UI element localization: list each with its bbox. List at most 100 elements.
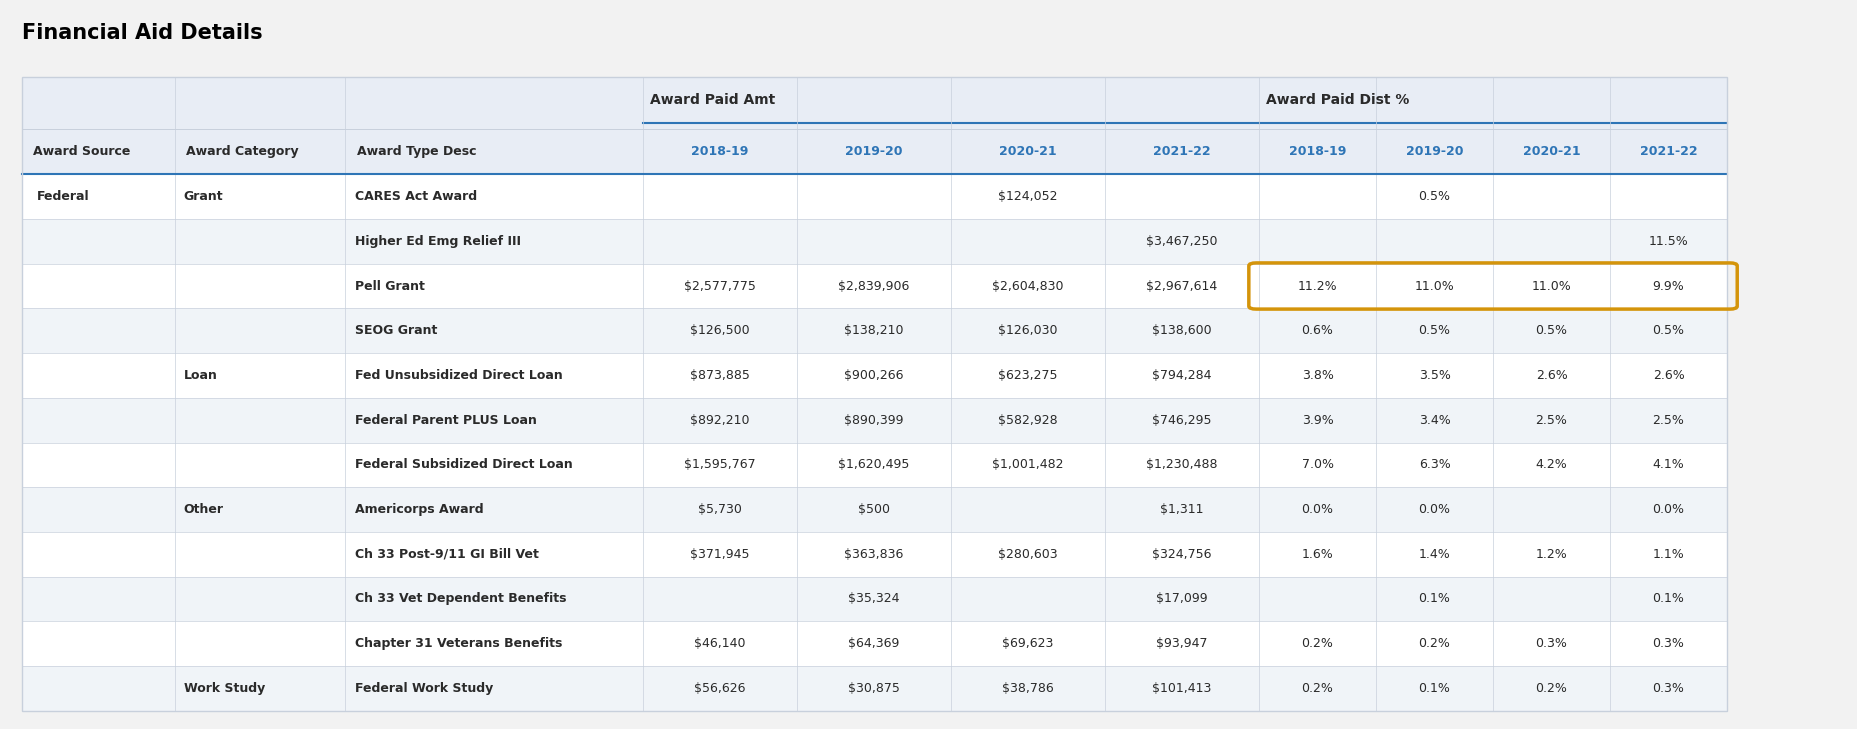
Text: 2019-20: 2019-20: [845, 145, 903, 158]
Text: 2.6%: 2.6%: [1653, 369, 1684, 382]
Text: $46,140: $46,140: [695, 637, 745, 650]
Text: Fed Unsubsidized Direct Loan: Fed Unsubsidized Direct Loan: [355, 369, 563, 382]
Text: $30,875: $30,875: [849, 682, 899, 695]
Bar: [22, 443, 1727, 487]
Text: 2018-19: 2018-19: [691, 145, 748, 158]
Text: 0.2%: 0.2%: [1536, 682, 1567, 695]
Bar: [22, 77, 1727, 711]
Text: 0.2%: 0.2%: [1419, 637, 1450, 650]
Text: 2019-20: 2019-20: [1406, 145, 1463, 158]
Bar: [22, 487, 1727, 532]
Text: $3,467,250: $3,467,250: [1146, 235, 1218, 248]
Text: $5,730: $5,730: [698, 503, 741, 516]
Text: 7.0%: 7.0%: [1302, 459, 1333, 472]
Text: 1.1%: 1.1%: [1653, 547, 1684, 561]
Text: Award Type Desc: Award Type Desc: [357, 145, 475, 158]
Text: $794,284: $794,284: [1151, 369, 1213, 382]
Text: $2,604,830: $2,604,830: [992, 279, 1064, 292]
Text: $126,030: $126,030: [997, 324, 1058, 338]
Text: 0.3%: 0.3%: [1653, 682, 1684, 695]
Text: 0.2%: 0.2%: [1302, 682, 1333, 695]
Text: 3.5%: 3.5%: [1419, 369, 1450, 382]
Bar: [22, 308, 1727, 353]
Bar: [22, 398, 1727, 443]
Text: 0.3%: 0.3%: [1653, 637, 1684, 650]
Text: Other: Other: [184, 503, 225, 516]
Text: $873,885: $873,885: [689, 369, 750, 382]
Text: $101,413: $101,413: [1153, 682, 1211, 695]
Text: 3.8%: 3.8%: [1302, 369, 1333, 382]
Text: $138,600: $138,600: [1151, 324, 1213, 338]
Bar: [22, 77, 1727, 711]
Text: 2020-21: 2020-21: [999, 145, 1057, 158]
Text: 0.3%: 0.3%: [1536, 637, 1567, 650]
Bar: [22, 666, 1727, 711]
Text: Award Paid Amt: Award Paid Amt: [650, 93, 774, 107]
Text: $64,369: $64,369: [849, 637, 899, 650]
Text: Work Study: Work Study: [184, 682, 266, 695]
Text: $582,928: $582,928: [997, 413, 1058, 426]
Text: $371,945: $371,945: [689, 547, 750, 561]
Bar: [22, 174, 1727, 219]
Text: Chapter 31 Veterans Benefits: Chapter 31 Veterans Benefits: [355, 637, 563, 650]
Text: 3.4%: 3.4%: [1419, 413, 1450, 426]
Text: Americorps Award: Americorps Award: [355, 503, 483, 516]
Text: $124,052: $124,052: [997, 190, 1058, 203]
Text: CARES Act Award: CARES Act Award: [355, 190, 477, 203]
Bar: [22, 219, 1727, 264]
Text: 9.9%: 9.9%: [1653, 279, 1684, 292]
Text: 4.1%: 4.1%: [1653, 459, 1684, 472]
Text: 2020-21: 2020-21: [1523, 145, 1580, 158]
Text: 2.5%: 2.5%: [1536, 413, 1567, 426]
Text: 2018-19: 2018-19: [1289, 145, 1346, 158]
Text: Award Category: Award Category: [186, 145, 299, 158]
Text: $69,623: $69,623: [1003, 637, 1053, 650]
Text: 0.0%: 0.0%: [1653, 503, 1684, 516]
Text: 1.4%: 1.4%: [1419, 547, 1450, 561]
Text: Federal: Federal: [37, 190, 89, 203]
Text: $138,210: $138,210: [843, 324, 904, 338]
Bar: [22, 621, 1727, 666]
Bar: [22, 77, 1727, 129]
Text: Ch 33 Vet Dependent Benefits: Ch 33 Vet Dependent Benefits: [355, 593, 566, 606]
Text: Grant: Grant: [184, 190, 223, 203]
Text: 0.5%: 0.5%: [1536, 324, 1567, 338]
Text: 11.2%: 11.2%: [1298, 279, 1337, 292]
Text: $1,001,482: $1,001,482: [992, 459, 1064, 472]
Text: SEOG Grant: SEOG Grant: [355, 324, 436, 338]
Text: 0.0%: 0.0%: [1302, 503, 1333, 516]
Text: $1,230,488: $1,230,488: [1146, 459, 1218, 472]
Text: 3.9%: 3.9%: [1302, 413, 1333, 426]
Text: $746,295: $746,295: [1151, 413, 1213, 426]
Text: 0.5%: 0.5%: [1419, 324, 1450, 338]
Text: 0.1%: 0.1%: [1419, 682, 1450, 695]
Text: Award Source: Award Source: [33, 145, 130, 158]
Text: Ch 33 Post-9/11 GI Bill Vet: Ch 33 Post-9/11 GI Bill Vet: [355, 547, 539, 561]
Text: $1,311: $1,311: [1161, 503, 1203, 516]
Text: $38,786: $38,786: [1003, 682, 1053, 695]
Text: $900,266: $900,266: [843, 369, 904, 382]
Bar: [22, 129, 1727, 174]
Bar: [22, 264, 1727, 308]
Bar: [22, 577, 1727, 621]
Text: 0.2%: 0.2%: [1302, 637, 1333, 650]
Text: 1.2%: 1.2%: [1536, 547, 1567, 561]
Text: 11.0%: 11.0%: [1532, 279, 1571, 292]
Text: $324,756: $324,756: [1151, 547, 1213, 561]
Text: 0.5%: 0.5%: [1419, 190, 1450, 203]
Text: 4.2%: 4.2%: [1536, 459, 1567, 472]
Text: Federal Parent PLUS Loan: Federal Parent PLUS Loan: [355, 413, 537, 426]
Text: 0.1%: 0.1%: [1653, 593, 1684, 606]
Text: $35,324: $35,324: [849, 593, 899, 606]
Text: $1,595,767: $1,595,767: [683, 459, 756, 472]
Text: $280,603: $280,603: [997, 547, 1058, 561]
Text: $892,210: $892,210: [689, 413, 750, 426]
Text: $2,577,775: $2,577,775: [683, 279, 756, 292]
Text: $500: $500: [858, 503, 890, 516]
Text: Award Paid Dist %: Award Paid Dist %: [1266, 93, 1409, 107]
Text: Pell Grant: Pell Grant: [355, 279, 425, 292]
Text: 2.6%: 2.6%: [1536, 369, 1567, 382]
Text: $2,967,614: $2,967,614: [1146, 279, 1218, 292]
Text: $93,947: $93,947: [1157, 637, 1207, 650]
Text: 0.0%: 0.0%: [1419, 503, 1450, 516]
